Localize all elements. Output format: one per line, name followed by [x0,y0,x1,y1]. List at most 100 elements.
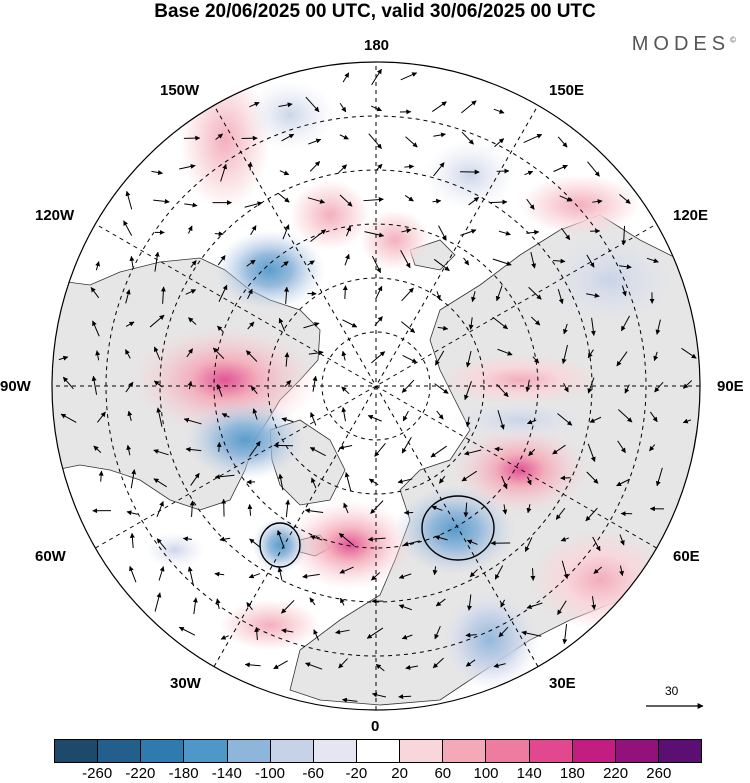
wind-arrow [401,436,412,454]
anomaly-positive-bering [290,180,370,250]
wind-arrow [401,379,415,393]
anomaly-negative-siberia [450,400,590,440]
wind-arrow [247,288,253,300]
colorbar-swatch [270,740,314,762]
colorbar-swatch [184,740,228,762]
wind-arrow [363,197,384,203]
lon-label-150w: 150W [160,82,200,99]
wind-arrow [276,529,285,549]
wind-arrow [681,347,697,359]
anomaly-negative-scandinavia [395,485,515,575]
wind-arrow [341,697,358,703]
wind-arrow [682,418,692,424]
wind-arrow [343,502,349,514]
wind-arrow [277,567,283,581]
wind-arrow [125,381,134,393]
wind-arrow [246,259,256,267]
wind-arrow [284,286,290,304]
wind-arrow [187,380,193,390]
wind-arrow [179,164,196,170]
wind-arrow [403,540,420,547]
wind-arrow [60,413,77,423]
wind-arrow [310,412,317,426]
wind-arrow [149,314,165,328]
wind-arrow [62,376,74,390]
wind-arrow [619,534,625,546]
wind-arrow [215,133,224,141]
wind-arrow [153,198,170,204]
wind-arrow [189,500,195,517]
wind-arrow [655,319,661,335]
wind-arrow [375,663,385,672]
wind-arrow [95,350,101,361]
wind-arrow [186,348,194,358]
wind-arrow [154,592,162,612]
wind-arrow [153,346,161,360]
wind-arrow [494,446,503,452]
wind-arrow [431,505,443,511]
wind-arrow [215,598,221,610]
wind-arrow [466,539,478,545]
wind-vectors [58,68,697,703]
wind-arrow [463,502,469,518]
lon-label-0: 0 [371,718,380,735]
wind-arrow [528,448,536,456]
wind-arrow [434,535,448,541]
wind-arrow [126,510,138,516]
brand-mark: © [730,35,736,45]
wind-arrow [619,565,625,577]
wind-arrow [497,348,513,356]
wind-arrow [217,325,224,333]
wind-arrow [526,504,532,514]
wind-arrow [281,133,295,142]
wind-arrow [249,440,261,457]
wind-arrow [153,380,163,388]
contour-scandinavia-low [421,495,495,561]
wind-arrow [244,662,261,668]
wind-arrow [552,444,566,455]
wind-arrow [339,134,349,140]
wind-arrow [221,413,230,418]
anomaly-negative-pacific-north [245,80,335,150]
wind-arrow [434,625,441,640]
wind-arrow [126,444,132,456]
wind-arrow [310,229,327,242]
height-anomaly-shading [130,70,680,690]
anomaly-negative-atlantic [252,517,308,573]
wind-arrow [249,101,260,108]
wind-arrow [587,349,594,359]
anomaly-negative-mediterranean [440,590,540,690]
wind-arrow [185,446,202,452]
wind-arrow [312,375,318,392]
colorbar-labels: -260 -220 -180 -140 -100 -60 -20 20 60 100 140 180 2… [0,765,750,783]
wind-arrow [156,538,167,550]
wind-arrow [495,285,503,302]
wind-arrow [438,225,447,241]
wind-arrow [398,604,412,611]
wind-arrow [585,507,598,522]
wind-arrow [344,253,350,266]
wind-arrow [249,538,262,549]
wind-arrow [185,289,197,295]
wind-arrow [468,317,474,330]
contour-atlantic-low [259,522,301,568]
wind-arrow [557,413,573,426]
wind-arrow [370,500,384,514]
wind-arrow [438,475,446,484]
wind-arrow [592,536,601,552]
wind-arrow [302,573,320,579]
wind-arrow [587,377,595,394]
wind-arrow [92,320,100,337]
wind-arrow [338,164,347,174]
wind-arrow [342,319,358,328]
wind-arrow [618,409,633,423]
wind-arrow [560,536,569,542]
anomaly-positive-africa [530,530,670,630]
wind-arrow [125,289,131,304]
lon-label-90e: 90E [717,378,744,395]
wind-arrow [280,261,289,268]
wind-arrow [308,138,322,145]
colorbar-tick-label: 100 [473,765,499,782]
wind-arrow [398,694,412,700]
